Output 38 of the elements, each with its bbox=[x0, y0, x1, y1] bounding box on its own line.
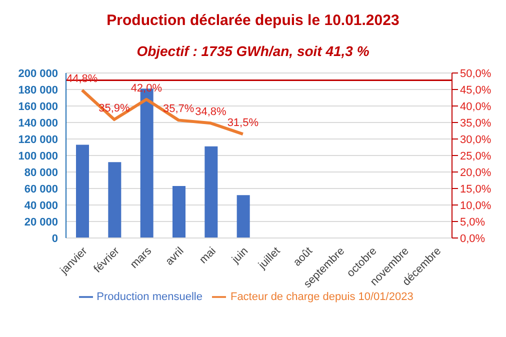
y2-tick-label: 50,0% bbox=[460, 68, 492, 80]
y2-tick-label: 25,0% bbox=[460, 150, 492, 162]
x-tick-label: mai bbox=[197, 245, 218, 266]
y2-tick-label: 0,0% bbox=[460, 232, 486, 245]
bar bbox=[108, 162, 122, 238]
y2-tick-label: 45,0% bbox=[460, 84, 492, 96]
x-tick-label: avril bbox=[163, 245, 186, 268]
y2-tick-label: 20,0% bbox=[460, 166, 492, 179]
bar bbox=[236, 195, 250, 238]
y2-tick-label: 40,0% bbox=[460, 100, 492, 113]
bar bbox=[204, 146, 218, 238]
y-tick-label: 80 000 bbox=[24, 166, 58, 179]
chart-title: Production déclarée depuis le 10.01.2023 bbox=[106, 12, 400, 29]
y-tick-label: 20 000 bbox=[24, 216, 58, 228]
y-tick-label: 180 000 bbox=[18, 84, 58, 96]
data-label: 34,8% bbox=[195, 106, 227, 118]
y-tick-label: 60 000 bbox=[24, 183, 58, 196]
legend-label: Production mensuelle bbox=[96, 290, 202, 303]
data-label: 35,7% bbox=[162, 103, 194, 116]
data-label: 31,5% bbox=[227, 117, 259, 130]
bar bbox=[76, 144, 89, 238]
y-tick-label: 40 000 bbox=[24, 200, 58, 212]
legend-label: Facteur de charge depuis 10/01/2023 bbox=[230, 290, 414, 303]
y2-tick-label: 15,0% bbox=[460, 183, 492, 196]
chart-subtitle: Objectif : 1735 GWh/an, soit 41,3 % bbox=[136, 43, 370, 59]
y2-tick-label: 35,0% bbox=[460, 117, 492, 130]
y-tick-label: 140 000 bbox=[18, 117, 58, 130]
y-tick-label: 120 000 bbox=[18, 134, 58, 146]
y2-tick-label: 5,0% bbox=[460, 216, 486, 228]
data-label: 42,0% bbox=[130, 82, 162, 94]
y-tick-label: 160 000 bbox=[18, 100, 58, 113]
y2-tick-label: 30,0% bbox=[460, 134, 492, 146]
y-tick-label: 200 000 bbox=[18, 68, 58, 80]
bar bbox=[172, 186, 186, 238]
y-tick-label: 100 000 bbox=[18, 150, 58, 162]
x-tick-label: juin bbox=[229, 245, 251, 266]
y2-tick-label: 10,0% bbox=[460, 200, 492, 212]
y-tick-label: 0 bbox=[52, 232, 58, 245]
